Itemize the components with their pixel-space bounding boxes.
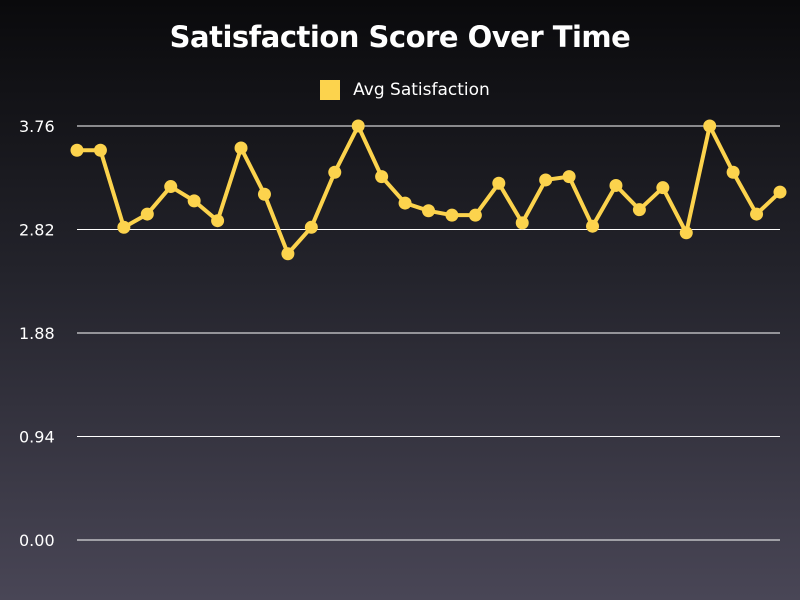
y-tick-label: 3.76 [19,117,55,136]
chart-title: Satisfaction Score Over Time [169,20,631,54]
data-point[interactable] [468,208,482,222]
data-point[interactable] [93,143,107,157]
data-point[interactable] [281,247,295,261]
data-point[interactable] [164,180,178,194]
data-point[interactable] [750,207,764,221]
data-point[interactable] [562,170,576,184]
data-point[interactable] [445,208,459,222]
y-tick-label: 0.94 [19,428,55,447]
data-point[interactable] [70,143,84,157]
y-tick-label: 1.88 [19,324,55,343]
data-point[interactable] [257,187,271,201]
chart-legend: Avg Satisfaction [0,80,800,100]
data-point[interactable] [351,119,365,133]
data-point[interactable] [773,185,787,199]
data-point[interactable] [140,207,154,221]
legend-label: Avg Satisfaction [353,80,490,100]
y-tick-label: 0.00 [19,531,55,550]
data-point[interactable] [117,220,131,234]
data-point[interactable] [234,141,248,155]
y-tick-label: 2.82 [19,221,55,240]
data-point[interactable] [703,119,717,133]
data-point[interactable] [515,216,529,230]
data-point[interactable] [539,173,553,187]
data-point[interactable] [422,204,435,218]
data-point[interactable] [609,178,623,192]
data-point[interactable] [679,226,693,240]
data-point[interactable] [586,219,600,233]
data-point[interactable] [375,170,389,184]
data-point[interactable] [187,194,201,208]
data-point[interactable] [398,196,412,210]
data-point[interactable] [492,176,506,190]
y-axis-tick-labels: 0.00 0.94 1.88 2.82 3.76 [19,117,55,550]
data-point[interactable] [656,181,670,195]
grid-layer [77,125,780,541]
series-line-avg-satisfaction [75,124,782,256]
legend-item[interactable]: Avg Satisfaction [320,80,490,100]
data-point[interactable] [328,165,342,179]
data-point[interactable] [211,214,225,228]
data-point[interactable] [632,203,646,217]
data-point[interactable] [304,220,318,234]
series-layer [70,119,787,261]
legend-swatch [320,80,341,100]
data-point[interactable] [726,165,740,179]
